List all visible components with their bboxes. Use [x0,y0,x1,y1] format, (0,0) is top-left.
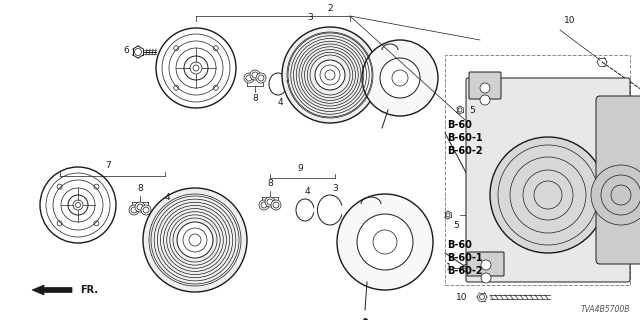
Circle shape [481,260,491,270]
Text: 7: 7 [105,161,111,170]
Circle shape [315,60,345,90]
Circle shape [129,205,139,215]
Circle shape [141,205,151,215]
Circle shape [250,70,260,80]
Text: FR.: FR. [80,285,98,295]
Circle shape [143,188,247,292]
Circle shape [256,73,266,83]
Text: 9: 9 [297,164,303,172]
Circle shape [490,137,606,253]
Circle shape [244,73,254,83]
FancyArrow shape [32,285,72,295]
Text: B-60-1: B-60-1 [447,133,483,143]
Text: 8: 8 [267,179,273,188]
Text: B-60: B-60 [447,120,472,130]
Text: TVA4B5700B: TVA4B5700B [580,306,630,315]
FancyBboxPatch shape [469,72,501,99]
Text: 4: 4 [164,193,170,202]
Bar [445,55,630,285]
Text: 4: 4 [277,98,283,107]
Text: 2: 2 [327,4,333,12]
Circle shape [135,202,145,212]
Text: 3: 3 [332,183,338,193]
Text: 5: 5 [453,220,459,229]
FancyBboxPatch shape [467,252,504,276]
Text: B-60-2: B-60-2 [447,146,483,156]
FancyBboxPatch shape [596,96,640,264]
Text: 8: 8 [137,183,143,193]
Text: 5: 5 [469,106,475,115]
Circle shape [380,58,420,98]
Text: B-60-1: B-60-1 [447,253,483,263]
Text: 3: 3 [307,12,313,21]
Circle shape [591,165,640,225]
Text: 4: 4 [304,188,310,196]
Circle shape [337,194,433,290]
Text: 10: 10 [456,293,468,302]
Circle shape [259,200,269,210]
Circle shape [282,27,378,123]
Circle shape [271,200,281,210]
Text: 8: 8 [252,93,258,102]
FancyBboxPatch shape [466,78,630,282]
Circle shape [177,222,213,258]
Text: 1: 1 [446,263,452,273]
Circle shape [265,197,275,207]
Text: 6: 6 [123,45,129,54]
Circle shape [480,83,490,93]
Text: B-60: B-60 [447,240,472,250]
Circle shape [480,95,490,105]
Circle shape [481,273,491,283]
Circle shape [357,214,413,270]
Text: B-60-2: B-60-2 [447,266,483,276]
Text: 10: 10 [564,15,576,25]
Circle shape [362,40,438,116]
